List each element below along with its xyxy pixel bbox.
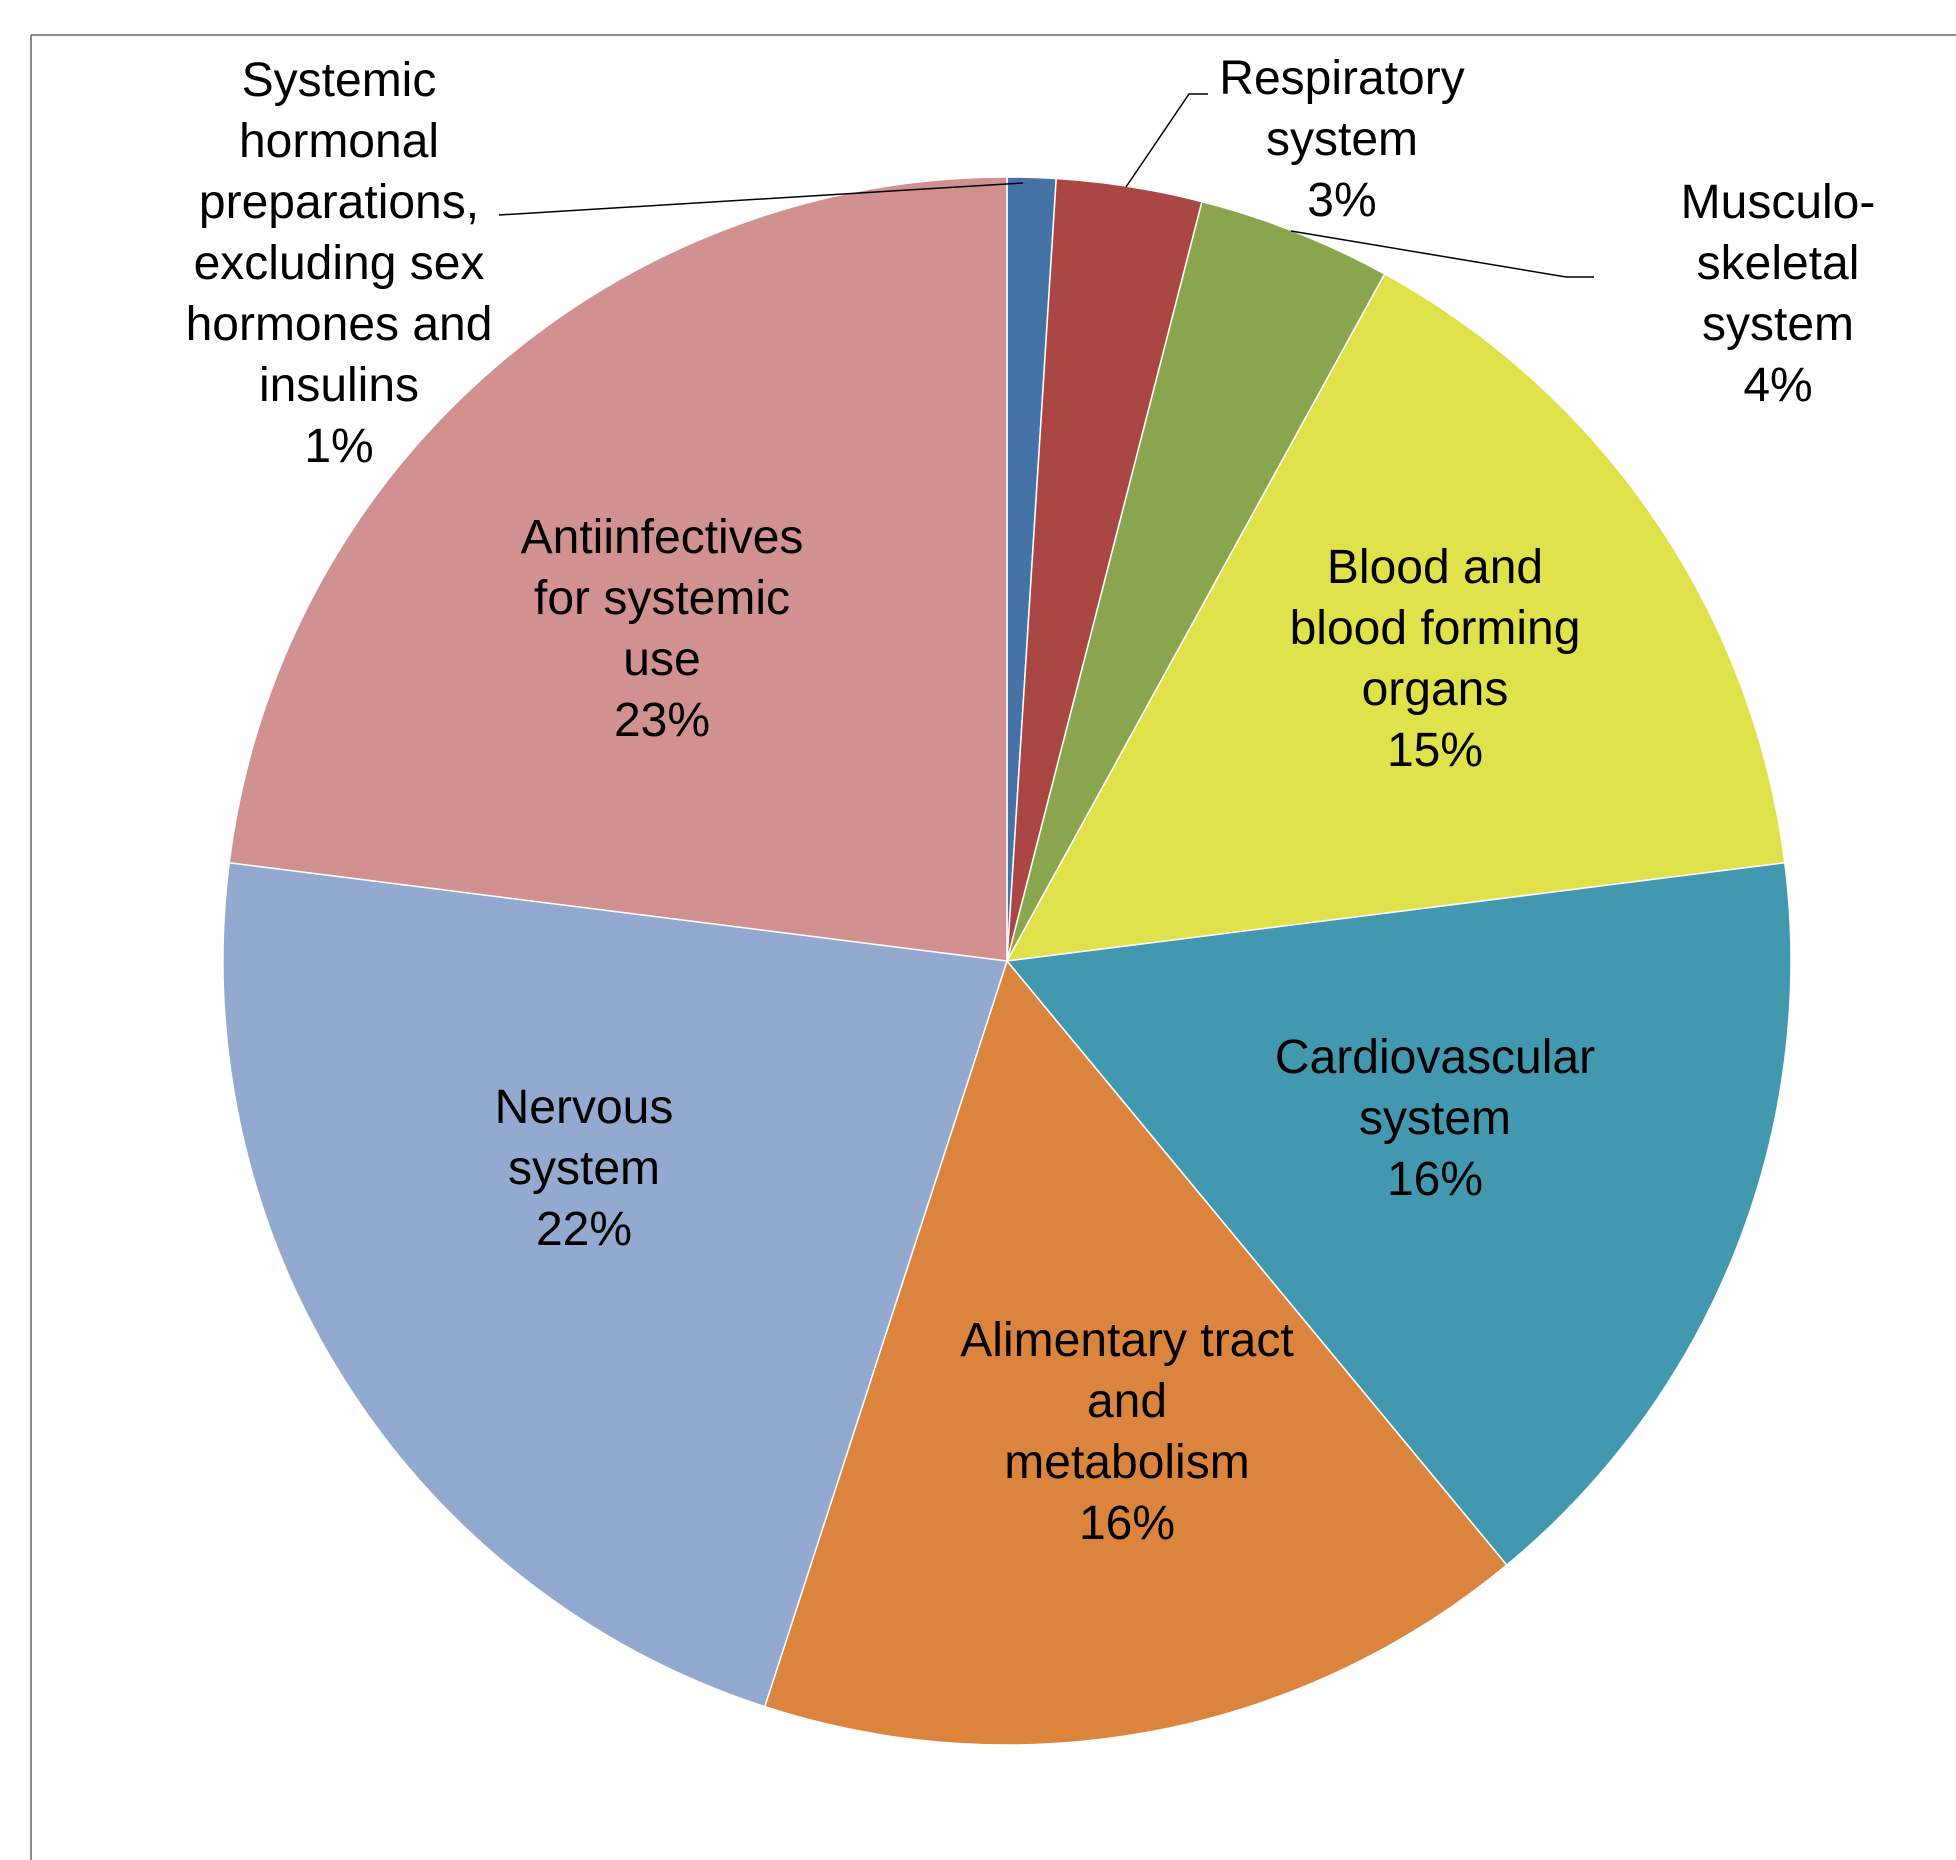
slice-label: Alimentary tract and metabolism 16% [960,1310,1293,1554]
pie-slice [763,959,1508,1746]
value-label: 1% [304,420,374,473]
value-label: 22% [535,1203,633,1256]
slice-label: Cardiovascular system 16% [1275,1027,1595,1210]
value-label: 15% [1386,724,1484,777]
slice-label: Systemic hormonal preparations, excludin… [186,50,493,477]
pie-slice [1005,272,1786,962]
pie-slice [222,861,1008,1708]
slice-label: Antiinfectives for systemic use 23% [521,507,804,751]
category-label: Musculo- skeletal system [1680,176,1876,351]
pie-slice [1005,861,1792,1567]
slice-label: Respiratory system 3% [1219,48,1464,231]
value-label: 16% [1386,1153,1484,1206]
value-label: 23% [613,694,711,747]
category-label: Antiinfectives for systemic use [520,511,804,686]
value-label: 3% [1307,174,1377,227]
leader-line [498,182,1024,216]
category-label: Cardiovascular system [1274,1031,1596,1145]
slice-label: Blood and blood forming organs 15% [1290,537,1581,781]
category-label: Blood and blood forming organs [1289,541,1581,716]
slice-label: Musculo- skeletal system 4% [1681,172,1876,416]
category-label: Respiratory system [1219,52,1465,166]
leader-line [1125,93,1208,188]
category-label: Alimentary tract and metabolism [960,1314,1294,1489]
category-label: Systemic hormonal preparations, excludin… [185,54,493,412]
value-label: 4% [1743,359,1813,412]
leader-line [1290,230,1594,278]
value-label: 16% [1078,1497,1176,1550]
slice-label: Nervous system 22% [495,1077,674,1260]
category-label: Nervous system [494,1081,674,1195]
